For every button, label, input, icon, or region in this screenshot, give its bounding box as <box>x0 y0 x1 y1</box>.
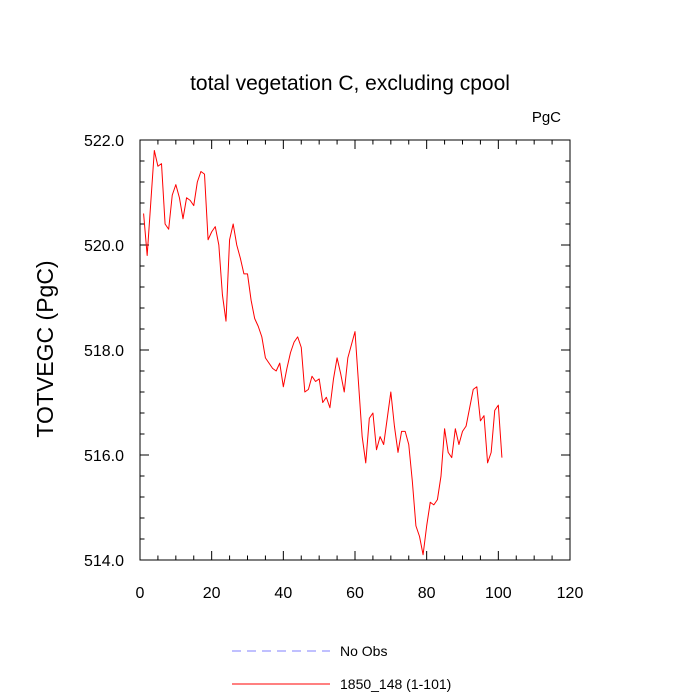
x-tick-label: 60 <box>346 585 364 602</box>
legend-label: 1850_148 (1-101) <box>340 676 451 692</box>
units-label: PgC <box>532 109 561 126</box>
plot-area: 0 20 40 60 80 100 120 514.0 516.0 518.0 520.0 522.0 <box>84 133 583 602</box>
legend: No Obs 1850_148 (1-101) <box>232 643 451 692</box>
y-tick-label: 522.0 <box>84 133 124 150</box>
y-axis-label: TOTVEGC (PgC) <box>32 260 58 437</box>
series-line <box>143 150 503 556</box>
y-tick-label: 514.0 <box>84 553 124 570</box>
x-tick-label: 20 <box>203 585 221 602</box>
y-tick-label: 516.0 <box>84 448 124 465</box>
y-tick-label: 518.0 <box>84 343 124 360</box>
x-tick-label: 0 <box>136 585 145 602</box>
x-tick-label: 120 <box>557 585 584 602</box>
chart-title: total vegetation C, excluding cpool <box>190 72 510 95</box>
x-tick-label: 40 <box>274 585 292 602</box>
x-tick-label: 80 <box>418 585 436 602</box>
y-tick-label: 520.0 <box>84 238 124 255</box>
plot-frame <box>139 139 571 561</box>
x-tick-label: 100 <box>485 585 512 602</box>
legend-label: No Obs <box>340 643 387 659</box>
